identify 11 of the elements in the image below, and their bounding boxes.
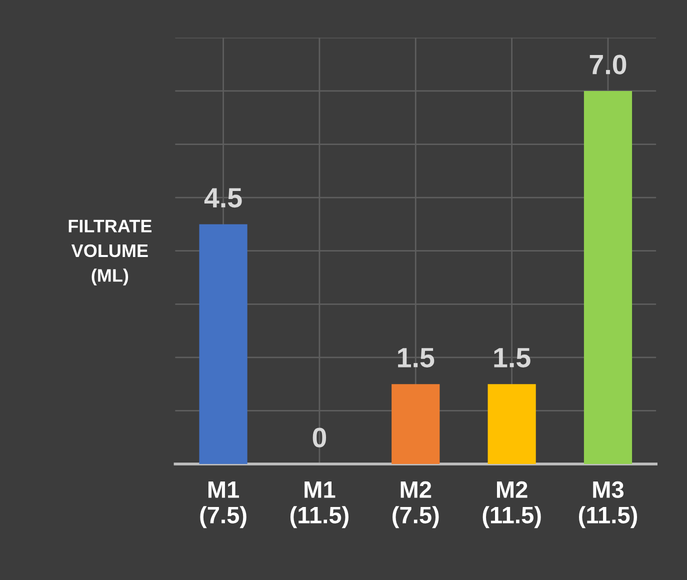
x-tick-label: M1 (11.5) [290, 482, 348, 528]
data-label: 1.5 [494, 348, 530, 368]
data-label: 0 [312, 428, 326, 448]
x-tick-label: M3 (11.5) [578, 481, 638, 528]
x-tick-label: M2 (7.5) [392, 481, 439, 528]
data-label: 1.5 [398, 348, 434, 368]
x-tick-label: M2 (11.5) [482, 481, 541, 528]
x-tick-label: M1 (7.5) [200, 482, 246, 528]
data-label: 7.0 [590, 54, 626, 74]
y-axis-title: FILTRATE VOLUME (ML) [68, 220, 152, 286]
data-label: 4.5 [204, 188, 242, 208]
